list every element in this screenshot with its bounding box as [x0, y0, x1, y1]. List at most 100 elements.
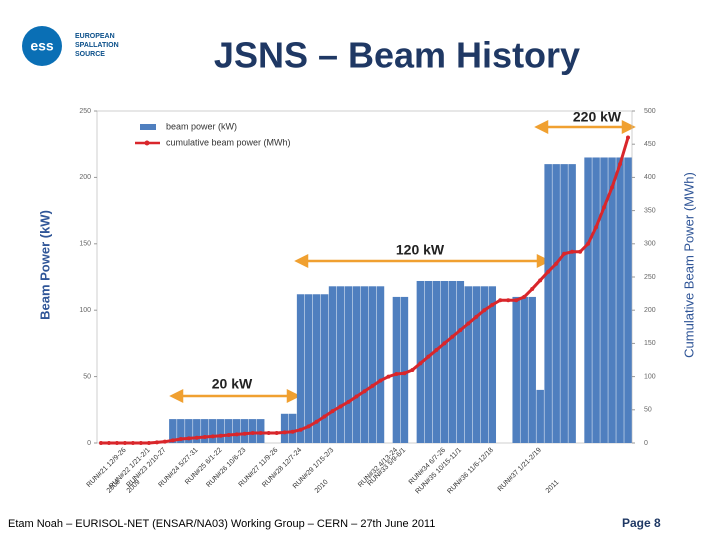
line-marker: [370, 383, 375, 388]
line-marker: [274, 431, 279, 436]
line-marker: [186, 436, 191, 441]
line-marker: [146, 441, 151, 445]
bar: [240, 419, 249, 443]
bar: [336, 286, 345, 443]
legend-label: cumulative beam power (MWh): [166, 137, 291, 147]
line-marker: [378, 378, 383, 383]
bar: [169, 419, 177, 443]
bar: [296, 294, 305, 443]
bar: [592, 157, 600, 444]
line-marker: [578, 249, 583, 254]
line-marker: [202, 435, 207, 440]
bar: [193, 419, 201, 443]
line-marker: [434, 348, 439, 353]
y2-tick-label: 500: [644, 108, 656, 115]
bar: [376, 286, 385, 443]
bar: [352, 286, 361, 443]
annotation-arrows: [169, 119, 636, 404]
annotation: 120 kW: [396, 242, 445, 258]
bar: [456, 280, 465, 443]
bar: [392, 296, 401, 443]
y2-tick-label: 0: [644, 440, 648, 447]
bar: [201, 419, 209, 443]
bar: [560, 164, 568, 443]
legend-swatch: [140, 124, 156, 130]
bar: [472, 286, 481, 443]
footer-text: Etam Noah – EURISOL-NET (ENSAR/NA03) Wor…: [8, 518, 435, 530]
y2-tick-label: 50: [644, 407, 652, 414]
line-marker: [138, 441, 143, 445]
bar: [424, 280, 433, 443]
line-marker: [490, 302, 495, 307]
bar: [448, 280, 457, 443]
line-marker: [522, 294, 527, 299]
line-marker: [402, 371, 407, 376]
y-axis-label: Beam Power (kW): [37, 210, 52, 320]
y2-tick-label: 300: [644, 241, 656, 248]
bar: [225, 419, 233, 443]
bar: [464, 286, 473, 443]
bar: [552, 164, 560, 443]
slide-title: JSNS – Beam History: [214, 35, 580, 76]
line-marker: [450, 334, 455, 339]
line-marker: [250, 431, 255, 436]
line-marker: [282, 430, 287, 435]
bar: [328, 286, 337, 443]
line-marker: [306, 424, 311, 429]
line-marker: [458, 328, 463, 333]
bar: [320, 294, 329, 443]
line-marker: [410, 367, 415, 372]
bar: [480, 286, 489, 443]
bar: [368, 286, 377, 443]
legend-swatch: [144, 140, 150, 146]
bar: [177, 419, 185, 443]
bar: [488, 286, 497, 443]
line-marker: [354, 394, 359, 399]
line-marker: [394, 371, 399, 376]
logo-line: SOURCE: [75, 51, 105, 58]
line-marker: [162, 439, 167, 444]
logo-line: EUROPEAN: [75, 33, 115, 40]
bar: [232, 419, 241, 443]
line-marker: [266, 431, 271, 436]
line-marker: [530, 286, 535, 291]
bar: [304, 294, 313, 443]
page-number: Page 8: [622, 516, 661, 530]
line-marker: [194, 435, 199, 440]
line-marker: [474, 314, 479, 319]
y2-tick-label: 350: [644, 207, 656, 214]
line-marker: [562, 251, 567, 256]
line-marker: [322, 414, 327, 419]
line-marker: [346, 399, 351, 404]
bar: [209, 419, 217, 443]
line-marker: [386, 374, 391, 379]
line-marker: [554, 261, 559, 266]
line-marker: [602, 205, 607, 210]
bar: [312, 294, 321, 443]
line-marker: [218, 433, 223, 438]
y2-tick-label: 450: [644, 141, 656, 148]
line-marker: [482, 308, 487, 313]
bar: [217, 419, 225, 443]
y-tick-label: 50: [83, 373, 91, 380]
y-tick-label: 150: [79, 241, 91, 248]
line-marker: [154, 440, 159, 445]
y-tick-label: 250: [79, 108, 91, 115]
line-marker: [594, 225, 599, 230]
bar: [528, 296, 536, 443]
line-marker: [418, 361, 423, 366]
logo-mark: [22, 26, 62, 66]
line-marker: [226, 433, 231, 438]
bar: [520, 296, 528, 443]
line-marker: [362, 389, 367, 394]
line-marker: [290, 429, 295, 434]
bar: [344, 286, 353, 443]
bar: [440, 280, 449, 443]
y2-axis-label: Cumulative Beam Power (MWh): [681, 172, 696, 358]
line-marker: [626, 135, 631, 140]
bar: [400, 296, 409, 443]
annotation: 20 kW: [212, 376, 253, 392]
y2-tick-label: 250: [644, 274, 656, 281]
